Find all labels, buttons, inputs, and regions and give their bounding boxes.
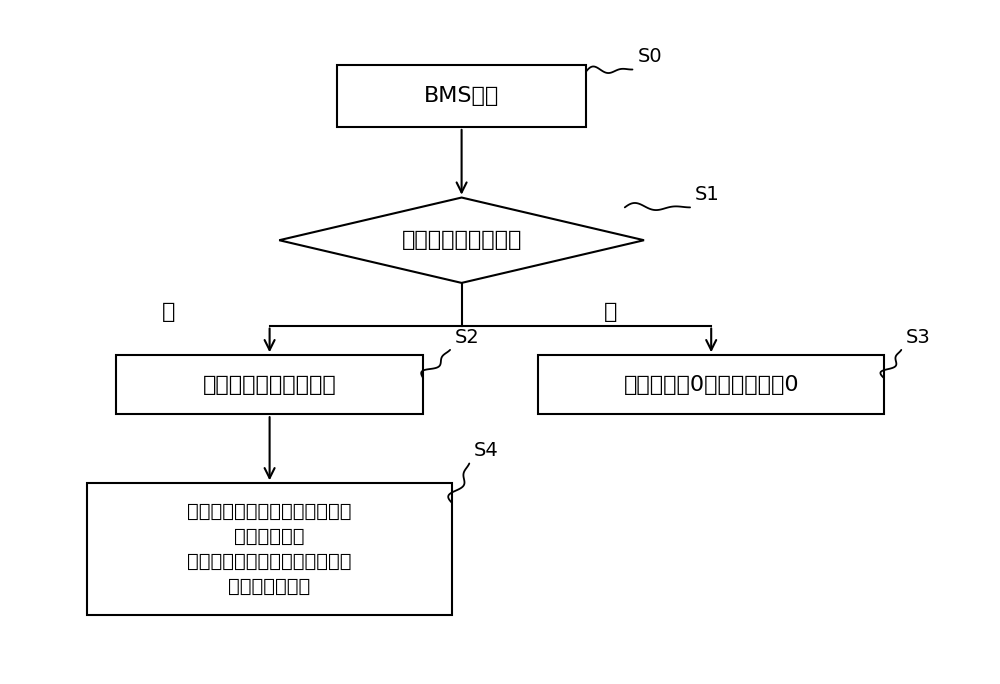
Bar xyxy=(538,355,884,415)
Text: 检测是否有故障发生: 检测是否有故障发生 xyxy=(401,231,522,250)
Text: S4: S4 xyxy=(474,441,499,460)
Text: BMS上电: BMS上电 xyxy=(424,86,499,106)
Text: 读取并记录故障标志位: 读取并记录故障标志位 xyxy=(203,375,336,395)
Text: 是: 是 xyxy=(162,302,175,322)
Text: S0: S0 xyxy=(637,47,662,66)
Text: S2: S2 xyxy=(455,328,480,347)
Bar xyxy=(337,64,586,127)
Text: S1: S1 xyxy=(695,185,720,204)
Bar xyxy=(116,355,423,415)
Text: 对故障标志位进行编码，并整合
为一个数组；
对当前发生的故障标志位求和，
计算出故障数量: 对故障标志位进行编码，并整合 为一个数组； 对当前发生的故障标志位求和， 计算出… xyxy=(187,502,352,596)
Polygon shape xyxy=(279,198,644,283)
Text: 故障数量为0，故障编码为0: 故障数量为0，故障编码为0 xyxy=(623,375,799,395)
Bar xyxy=(87,483,452,614)
Text: 否: 否 xyxy=(604,302,617,322)
Text: S3: S3 xyxy=(906,328,931,347)
